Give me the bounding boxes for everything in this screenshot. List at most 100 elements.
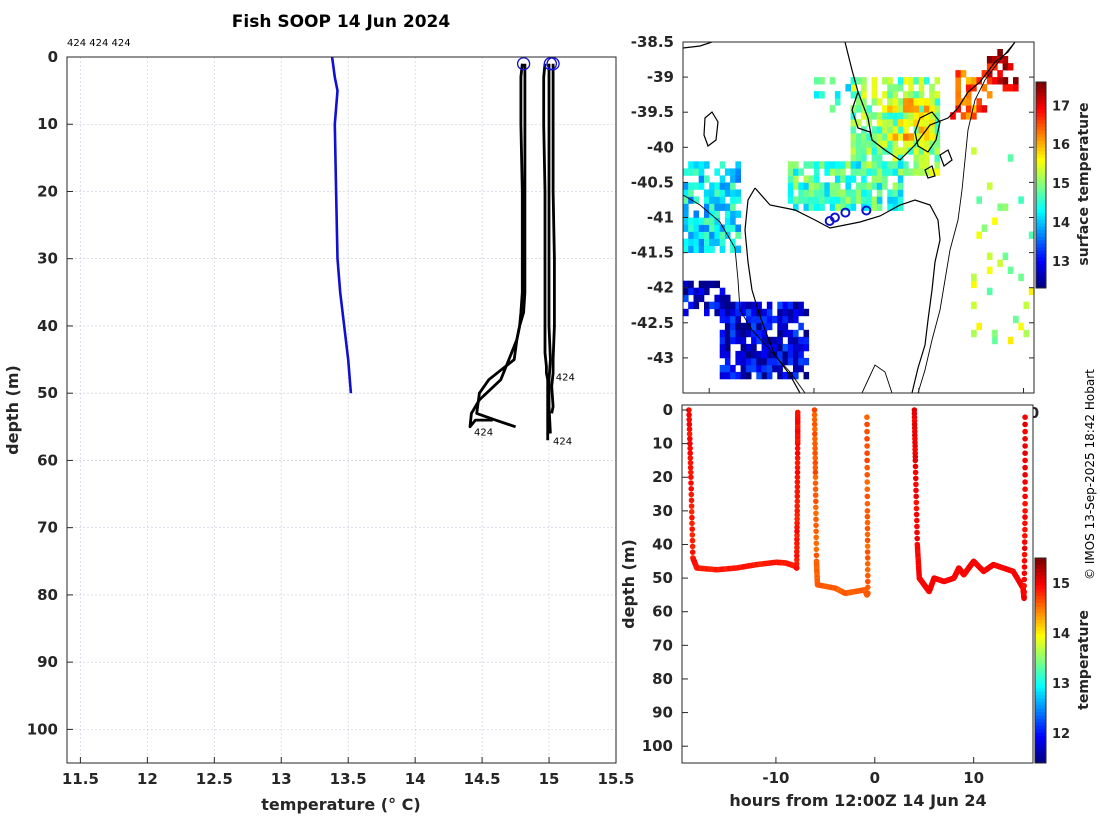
depth-time-point [1022, 520, 1028, 527]
sst-pixel [719, 343, 726, 352]
profile-plot: 424 424 424 11.5 12 12.5 13 13.5 14 14.5 15 15.5 0… [3, 38, 635, 814]
sst-pixel [719, 231, 726, 239]
sst-pixel [782, 308, 789, 317]
depth-time-point [794, 540, 800, 547]
sst-pixel [840, 189, 846, 197]
sst-pixel [965, 112, 972, 120]
depth-time-point [813, 510, 819, 517]
depth-time-point [1021, 570, 1028, 577]
temperature-colorbar-step [1035, 578, 1046, 583]
sst-pixel [876, 168, 883, 176]
sst-pixel [704, 245, 710, 253]
sst-pixel [683, 217, 689, 225]
profile-annotation-label: 424 [553, 436, 572, 447]
sst-pixel [997, 77, 1003, 85]
temperature-colorbar-label: temperature [1076, 610, 1092, 710]
sst-pixel [688, 168, 694, 176]
sst-pixel [1002, 56, 1009, 64]
depth-time-point [794, 536, 800, 543]
sst-colorbar-step [1036, 102, 1046, 107]
sst-pixel [803, 308, 810, 317]
sst-pixel [724, 210, 731, 218]
depth-time-point [688, 503, 695, 509]
profile-x-tick-label: 14.5 [464, 770, 501, 788]
temperature-colorbar-step [1035, 711, 1046, 716]
sst-pixel [730, 308, 736, 317]
sst-pixel [918, 140, 925, 148]
sst-pixel [724, 371, 731, 380]
sst-pixel [866, 147, 872, 155]
sst-pixel [766, 350, 773, 359]
sst-pixel [798, 182, 804, 190]
sst-pixel [955, 84, 961, 92]
sst-pixel [976, 77, 982, 85]
figure-title: Fish SOOP 14 Jun 2024 [232, 12, 451, 32]
depth-time-point [1021, 589, 1027, 595]
depth-time-point [811, 421, 818, 428]
sst-pixel [772, 315, 778, 324]
sst-pixel [929, 105, 935, 113]
sst-colorbar-step [1036, 236, 1046, 241]
sst-pixel [730, 210, 736, 218]
sst-pixel [840, 196, 846, 204]
sst-pixel [861, 77, 867, 85]
sst-pixel [683, 196, 689, 204]
sst-pixel [787, 343, 794, 352]
profile-axes-frame [66, 56, 617, 764]
sst-pixel [850, 84, 857, 92]
sst-pixel [918, 161, 925, 169]
sst-pixel [887, 126, 893, 134]
temperature-colorbar-step [1035, 698, 1046, 702]
temperature-colorbar-step [1035, 640, 1046, 644]
sst-pixel [955, 70, 961, 78]
sst-pixel [730, 224, 736, 232]
sst-pixel [913, 77, 920, 85]
sst-map: 144146148150 -38.5-39-39.5-40-40.5-41-41… [631, 33, 1092, 422]
sst-pixel [955, 77, 961, 85]
sst-pixel [892, 126, 899, 134]
sst-pixel [693, 245, 700, 253]
sst-pixel [892, 105, 899, 113]
depth-time-point [686, 431, 693, 437]
sst-pixel [903, 105, 909, 113]
sst-pixel [882, 105, 888, 113]
sst-pixel [745, 371, 752, 380]
profile-x-label: temperature (° C) [261, 795, 420, 814]
sst-pixel [965, 98, 972, 106]
depth-time-point [865, 584, 871, 591]
sst-colorbar-step [1036, 198, 1046, 203]
sst-pixel [683, 210, 689, 218]
sst-colorbar-step [1036, 205, 1046, 210]
sst-pixel [876, 140, 883, 148]
depth-time-point [794, 484, 801, 490]
sst-pixel [924, 161, 930, 169]
sst-pixel [871, 175, 878, 183]
depth-time-point [794, 532, 800, 539]
sst-pixel [787, 308, 794, 317]
depth-time-point [813, 522, 819, 529]
sst-pixel [850, 147, 857, 155]
sst-pixel [876, 196, 883, 204]
sst-pixel [683, 203, 689, 211]
sst-pixel [782, 329, 789, 338]
sst-pixel [819, 182, 825, 190]
sst-pixel [683, 245, 689, 253]
sst-pixel [913, 154, 920, 162]
sst-pixel [824, 189, 830, 197]
map-lat-tick-label: -39.5 [631, 103, 674, 121]
sst-pixel [772, 343, 778, 352]
sst-pixel [850, 161, 857, 169]
sst-pixel [745, 315, 752, 324]
depth-time-point [687, 460, 694, 466]
sst-pixel [971, 329, 977, 338]
depth-time-point [914, 529, 920, 536]
sst-pixel [829, 77, 836, 85]
profile-y-tick-label: 20 [37, 182, 58, 200]
sst-colorbar-step [1036, 136, 1046, 141]
profile-series-line [547, 63, 552, 434]
sst-pixel [876, 203, 883, 211]
sst-pixel [892, 154, 899, 162]
depth-time-point [794, 528, 800, 535]
sst-pixel [855, 119, 862, 127]
sst-pixel [861, 147, 867, 155]
